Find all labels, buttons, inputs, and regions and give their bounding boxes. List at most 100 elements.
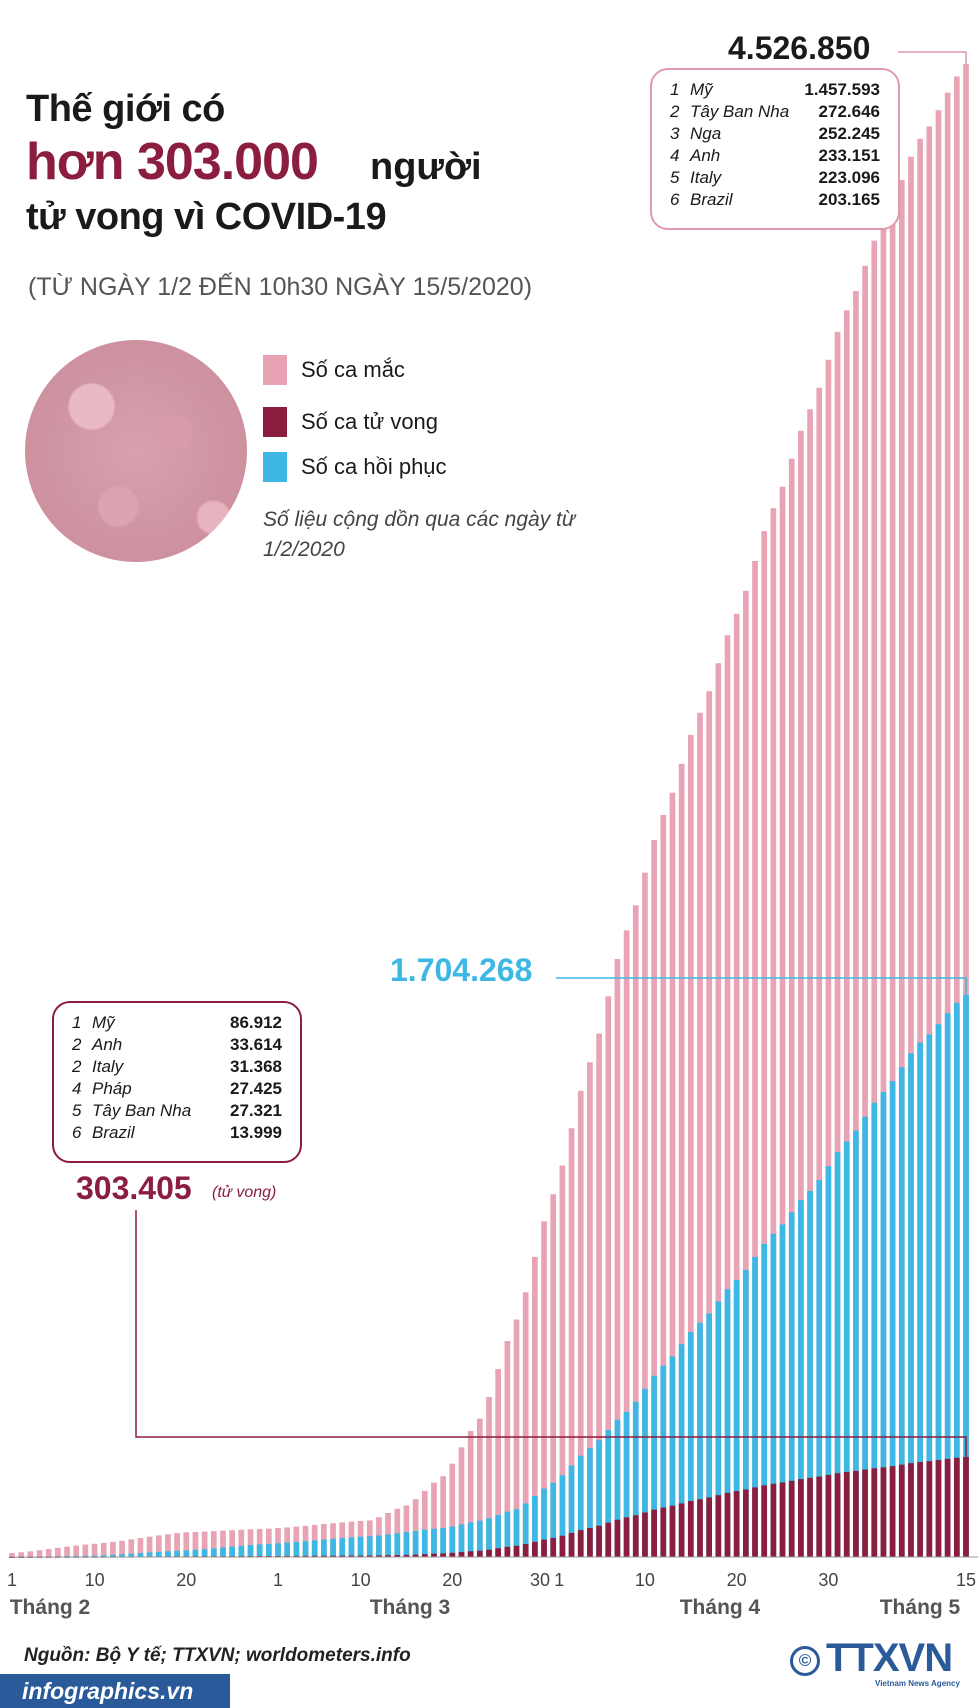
bar-recovered [449, 1526, 456, 1557]
x-tick-label: 20 [442, 1570, 462, 1590]
bar-deaths [825, 1474, 832, 1557]
bars-group [9, 64, 969, 1558]
bar-recovered [963, 994, 969, 1557]
bar-cases [91, 1543, 98, 1557]
bar-recovered [495, 1514, 502, 1557]
bar-cases [825, 359, 832, 1557]
bar-cases [733, 613, 740, 1557]
bar-recovered [284, 1542, 291, 1557]
top-deaths-row: 6 Brazil 13.999 [54, 1123, 300, 1145]
bar-cases [467, 1431, 474, 1557]
bar-cases [421, 1490, 428, 1557]
site-link[interactable]: infographics.vn [22, 1678, 194, 1704]
leader-deaths [135, 1210, 967, 1457]
top-deaths-rank: 5 [72, 1101, 82, 1120]
bar-cases [788, 458, 795, 1558]
bar-cases [550, 1194, 557, 1557]
bar-recovered [862, 1116, 868, 1557]
bar-deaths [880, 1467, 887, 1557]
bar-deaths [752, 1487, 758, 1557]
top-deaths-value: 33.614 [230, 1035, 282, 1054]
top-cases-value: 203.165 [818, 190, 880, 209]
bar-recovered [568, 1465, 575, 1557]
top-deaths-value: 31.368 [230, 1057, 282, 1076]
bar-recovered [82, 1555, 89, 1557]
bar-deaths [953, 1457, 960, 1557]
top-cases-value: 1.457.593 [804, 80, 880, 99]
recovered-callout: 1.704.268 [390, 952, 533, 988]
bar-recovered [834, 1152, 841, 1557]
top-deaths-value: 27.321 [230, 1101, 282, 1120]
bar-cases [605, 996, 612, 1557]
bar-cases [853, 290, 859, 1558]
x-tick-label: 1 [554, 1570, 564, 1590]
x-tick-label: 30 [818, 1570, 838, 1590]
bar-cases [513, 1319, 520, 1557]
bar-cases [577, 1090, 584, 1557]
bar-recovered [348, 1537, 355, 1557]
bar-deaths [321, 1555, 327, 1557]
top-deaths-country: Pháp [92, 1079, 132, 1098]
bar-recovered [522, 1503, 529, 1557]
top-deaths-value: 13.999 [230, 1123, 282, 1142]
bar-deaths [486, 1549, 492, 1557]
bar-deaths [467, 1551, 474, 1557]
bar-recovered [339, 1538, 346, 1557]
bar-cases [862, 265, 868, 1557]
bar-deaths [357, 1555, 364, 1557]
top-cases-row: 1 Mỹ 1.457.593 [652, 80, 898, 102]
top-cases-rank: 1 [670, 80, 680, 99]
top-cases-value: 223.096 [818, 168, 880, 187]
bar-cases [155, 1535, 162, 1557]
bar-recovered [91, 1555, 98, 1557]
bar-cases [871, 240, 878, 1558]
bar-deaths [541, 1539, 547, 1557]
x-tick-label: 10 [635, 1570, 655, 1590]
legend-swatch-recovered [263, 452, 287, 482]
bar-cases [394, 1508, 401, 1557]
bar-deaths [889, 1466, 896, 1557]
bar-cases [128, 1539, 135, 1557]
bar-recovered [440, 1527, 446, 1557]
bar-deaths [504, 1546, 511, 1557]
bar-deaths [449, 1552, 456, 1557]
bar-deaths [550, 1537, 557, 1557]
bar-cases [834, 331, 841, 1557]
subtitle: (TỪ NGÀY 1/2 ĐẾN 10h30 NGÀY 15/5/2020) [28, 273, 533, 301]
bar-deaths [376, 1555, 382, 1557]
top-cases-rank: 3 [670, 124, 680, 143]
bar-cases [55, 1547, 61, 1557]
legend-swatch-deaths [263, 407, 287, 437]
x-tick-label: 20 [176, 1570, 196, 1590]
top-cases-rank: 4 [670, 146, 680, 165]
bar-cases [458, 1447, 465, 1557]
bar-recovered [220, 1547, 226, 1557]
title-highlight: hơn 303.000 [26, 133, 319, 191]
bar-cases [82, 1544, 89, 1557]
bar-cases [210, 1531, 217, 1557]
bar-deaths [669, 1505, 676, 1557]
bar-deaths [605, 1522, 612, 1557]
bar-recovered [697, 1322, 703, 1557]
top-deaths-row: 4 Pháp 27.425 [54, 1079, 300, 1101]
bar-deaths [614, 1519, 621, 1557]
bar-recovered [853, 1130, 859, 1557]
bar-recovered [238, 1545, 245, 1557]
bar-cases [724, 635, 731, 1557]
bar-deaths [843, 1471, 850, 1557]
top-deaths-country: Italy [92, 1057, 124, 1076]
top-cases-row: 6 Brazil 203.165 [652, 190, 898, 212]
bar-cases [9, 1553, 15, 1557]
bar-recovered [788, 1212, 795, 1557]
bar-recovered [678, 1344, 685, 1557]
bar-cases [36, 1550, 43, 1557]
total-cases-callout: 4.526.850 [728, 30, 871, 66]
bar-recovered [504, 1511, 511, 1557]
chart-svg: 1 10 20 1 10 20 30 1 10 20 30 15 Tháng 2 Tháng 3 Thán… [7, 51, 978, 1619]
x-tick-label: 15 [956, 1570, 976, 1590]
leader-total-cases [898, 51, 967, 64]
bar-recovered [201, 1549, 208, 1557]
bar-recovered [898, 1067, 905, 1557]
month-label: Tháng 2 [10, 1596, 91, 1619]
bar-deaths [935, 1460, 942, 1557]
